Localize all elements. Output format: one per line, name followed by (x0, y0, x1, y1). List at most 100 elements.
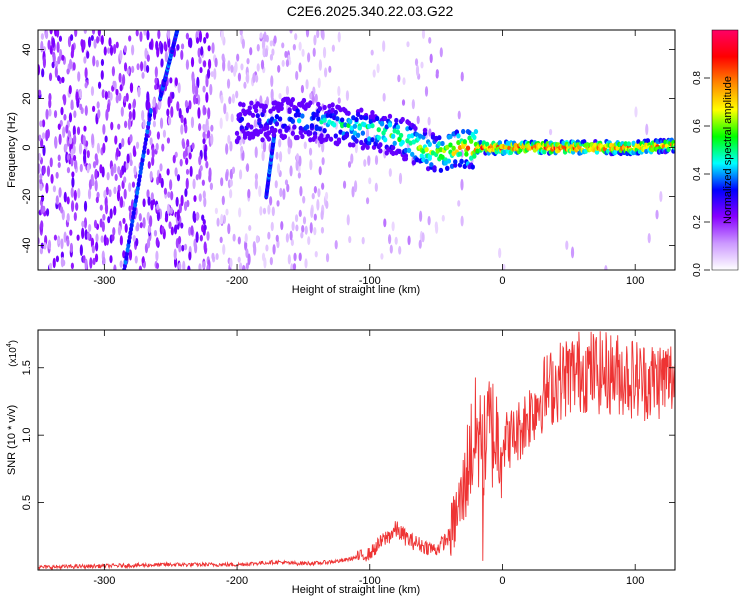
spectrogram-ridge-cell (346, 110, 351, 116)
spectrogram-ridge-cell (355, 111, 361, 118)
spectrogram-ridge-cell (359, 114, 364, 120)
spectrogram-cell (287, 254, 291, 265)
spectrogram-cell (191, 76, 196, 88)
spectrogram-cell (185, 59, 190, 70)
spectrogram-cell (365, 197, 370, 205)
spectrogram-cell (207, 130, 211, 138)
spectrogram-ridge-cell (308, 137, 313, 143)
spectrogram-cell (161, 143, 165, 152)
snr-multiplier-base: (x10 (8, 347, 19, 367)
spectrogram-cell (259, 206, 263, 216)
spectrogram-ridge-cell (411, 160, 417, 166)
spectrogram-cell (287, 146, 291, 155)
spectrogram-cell (128, 249, 133, 261)
colorbar-tick-label: 0.2 (692, 215, 703, 229)
spectrogram-cell (101, 221, 105, 233)
spectrogram-cell (128, 182, 132, 193)
spectrogram-cell (292, 263, 297, 270)
spectrogram-cell (102, 213, 106, 221)
spectrogram-cell (200, 46, 204, 56)
spectrogram-ridge-cell (457, 151, 463, 157)
spectrogram-cell (388, 234, 392, 245)
spectrogram-cell (303, 141, 307, 150)
spectrogram-cell (428, 36, 432, 44)
spectrogram-cell (69, 136, 73, 145)
spectrogram-cell (93, 38, 97, 49)
spectrogram-cell (322, 46, 327, 59)
spectrogram-ridge-cell (347, 118, 353, 124)
spectrogram-cell (275, 234, 279, 243)
spectrogram-cell (114, 135, 118, 145)
spectrogram-cell (195, 174, 199, 181)
spectrogram-ridge-cell (427, 153, 432, 159)
spectrogram-ridge-cell (289, 101, 294, 107)
spectrogram-cell (127, 117, 132, 130)
spectrogram-cells (38, 30, 675, 270)
spectrogram-cell (234, 61, 238, 73)
spectrogram-ridge-cell (473, 128, 479, 135)
spectrogram-ridge-cell (472, 153, 477, 159)
spectrogram-ridge-cell (437, 135, 442, 141)
spectrogram-cell (111, 66, 115, 77)
spectrogram-cell (163, 41, 167, 51)
spectrogram-cell (220, 94, 224, 104)
spectrogram-cell (55, 171, 59, 179)
spectrogram-ridge-cell (241, 102, 246, 108)
spectrogram-cell (207, 107, 211, 120)
spectrogram-cell (267, 204, 271, 215)
spectrogram-cell (177, 235, 182, 245)
spectrogram-cell (68, 85, 72, 95)
spectrogram-ridge-cell (465, 145, 471, 151)
spectrogram-cell (146, 54, 150, 62)
spectrogram-ridge-cell (382, 115, 388, 122)
spectrogram-cell (302, 216, 307, 225)
spectrogram-cell (39, 173, 43, 180)
spectrogram-cell (215, 253, 219, 261)
spectrogram-ridge-cell (265, 125, 270, 131)
spectrogram-ridge-cell (400, 116, 405, 123)
spectrogram-cell (147, 224, 152, 234)
snr-ylabel: SNR (10 * v/v) (6, 405, 18, 475)
spectrogram-cell (415, 64, 420, 77)
spectrogram-ridge-cell (238, 111, 243, 118)
spectrogram-cell (160, 58, 164, 68)
spectrogram-cell (320, 226, 325, 234)
spectrogram-cell (95, 157, 99, 166)
spectrogram-cell (51, 61, 55, 69)
colorbar-tick-label: 0.8 (692, 71, 703, 85)
spectrogram-cell (57, 123, 61, 130)
spectrogram-ridge-cell (359, 107, 364, 113)
spectrogram-ridge-cell (287, 108, 292, 115)
spectrogram-ridge-cell (445, 144, 450, 150)
spectrogram-cell (143, 60, 147, 73)
spectrogram-cell (337, 31, 341, 43)
spectrogram-cell (320, 30, 324, 39)
spectrogram-cell (104, 202, 109, 215)
spectrogram-cell (74, 30, 78, 38)
spectrogram-cell (428, 128, 432, 137)
spectrogram-cell (193, 94, 197, 105)
spectrogram-ridge-cell (247, 110, 253, 116)
spectrogram-cell (183, 243, 188, 251)
spectrogram-cell (139, 222, 143, 229)
colorbar-tick-label: 0.6 (692, 119, 703, 133)
spectrogram-cell (182, 260, 186, 270)
spectrogram-cell (318, 59, 322, 71)
spectrogram-cell (155, 262, 160, 270)
spectrogram-cell (201, 179, 205, 186)
spectrogram-cell (427, 215, 431, 226)
spectrogram-cell (282, 188, 286, 200)
spectrogram-cell (189, 165, 193, 177)
spectrogram-ridge-cell (400, 139, 405, 145)
x-tick-label: -200 (226, 575, 248, 587)
spectrogram-ridge-cell (347, 142, 353, 148)
spectrogram-cell (124, 223, 128, 233)
spectrogram-cell (62, 126, 66, 138)
spectrogram-cell (290, 263, 294, 270)
spectrogram-ridge-cell (427, 141, 432, 147)
spectrogram-cell (416, 115, 420, 125)
spectrogram-cell (92, 161, 97, 169)
spectrogram-cell (167, 96, 171, 108)
